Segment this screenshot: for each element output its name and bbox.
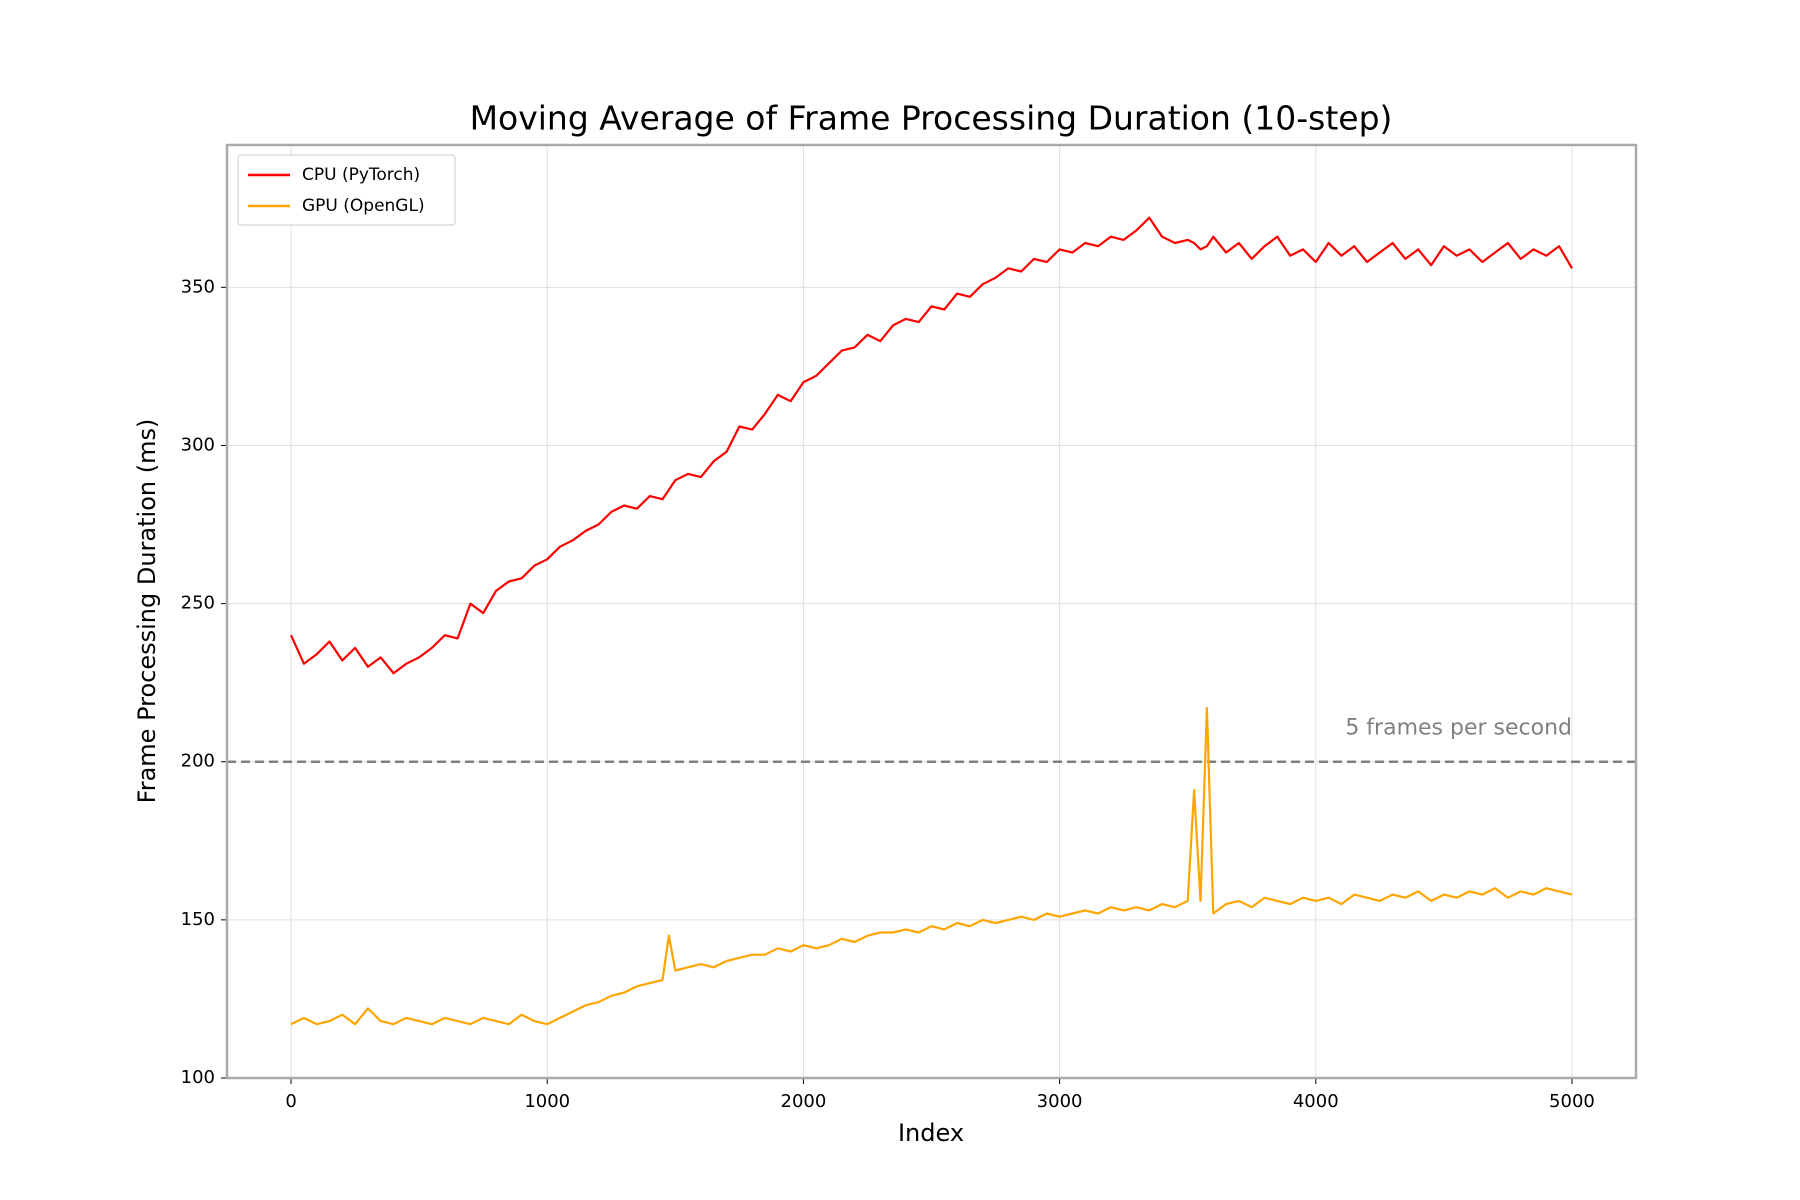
x-tick-label: 0 — [285, 1091, 296, 1112]
y-tick-label: 300 — [181, 434, 215, 455]
x-axis-label: Index — [898, 1119, 964, 1147]
x-tick-label: 2000 — [781, 1091, 827, 1112]
series-line — [289, 216, 1573, 675]
legend-box — [237, 154, 456, 226]
x-tick-label: 4000 — [1293, 1091, 1339, 1112]
y-tick-label: 350 — [181, 276, 215, 297]
y-tick-label: 200 — [181, 751, 215, 772]
x-tick-label: 5000 — [1549, 1091, 1595, 1112]
y-tick-label: 250 — [181, 593, 215, 614]
plot-frame — [225, 143, 1638, 1080]
y-axis-label: Frame Processing Duration (ms) — [133, 419, 161, 804]
legend-label: CPU (PyTorch) — [302, 165, 420, 185]
legend-label: GPU (OpenGL) — [302, 196, 425, 216]
reference-label: 5 frames per second — [1345, 716, 1572, 741]
chart-title: Moving Average of Frame Processing Durat… — [470, 99, 1393, 138]
x-tick-label: 3000 — [1037, 1091, 1083, 1112]
y-tick-label: 100 — [181, 1067, 215, 1088]
x-tick-label: 1000 — [524, 1091, 570, 1112]
y-tick-label: 150 — [181, 909, 215, 930]
series-line — [290, 706, 1573, 1026]
